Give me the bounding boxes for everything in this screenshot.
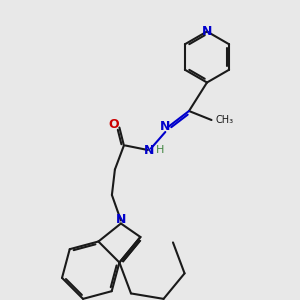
Text: N: N — [116, 212, 126, 226]
Text: CH₃: CH₃ — [215, 115, 233, 125]
Text: N: N — [144, 143, 154, 157]
Text: N: N — [160, 119, 170, 133]
Text: N: N — [202, 25, 212, 38]
Text: O: O — [109, 118, 119, 131]
Text: H: H — [156, 145, 165, 155]
